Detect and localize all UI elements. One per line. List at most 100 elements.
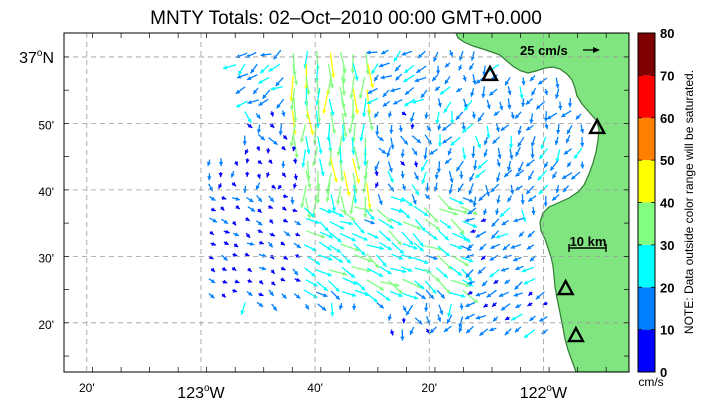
current-vector-arrowhead — [544, 124, 549, 130]
degree-symbol: o — [37, 48, 43, 59]
current-vector-arrowhead — [238, 70, 243, 75]
current-vector-arrowhead — [354, 109, 360, 115]
current-vector-arrowhead — [410, 124, 415, 129]
current-vector-arrowhead — [343, 133, 348, 138]
current-vector-arrowhead — [453, 211, 458, 216]
current-vector-arrowhead — [389, 224, 394, 229]
current-vectors — [207, 49, 585, 341]
current-vector-arrowhead — [330, 111, 335, 116]
current-vector-arrowhead — [462, 128, 467, 133]
current-vector-arrowhead — [460, 293, 466, 298]
current-vector-arrowhead — [542, 301, 548, 306]
current-vector-arrowhead — [283, 194, 288, 199]
current-vector-arrowhead — [459, 174, 464, 179]
current-vector-arrowhead — [509, 190, 515, 195]
current-vector-arrowhead — [369, 208, 374, 213]
current-vector-arrowhead — [327, 246, 332, 251]
current-vector-arrowhead — [385, 296, 391, 301]
current-vector-arrow-icon — [366, 182, 371, 209]
current-vector-arrowhead — [437, 125, 442, 131]
current-vector-arrowhead — [445, 159, 450, 164]
current-vector-arrowhead — [378, 272, 384, 277]
current-vector-arrow-icon — [293, 98, 297, 123]
colorbar-segment — [638, 117, 655, 161]
current-vector-arrowhead — [348, 128, 353, 134]
current-vector-arrowhead — [211, 241, 216, 246]
current-vector-arrowhead — [525, 100, 531, 105]
current-vector-arrowhead — [421, 179, 426, 184]
current-vector-arrowhead — [374, 234, 379, 239]
current-vector-arrowhead — [521, 81, 526, 86]
current-vector-arrowhead — [307, 214, 312, 219]
current-vector-arrow-icon — [306, 110, 314, 136]
current-vector-arrowhead — [434, 86, 440, 91]
current-vector-arrowhead — [218, 184, 223, 189]
current-vector-arrowhead — [379, 304, 384, 309]
current-vector-arrowhead — [278, 184, 283, 190]
current-vector-arrowhead — [473, 210, 478, 215]
colorbar-segment — [638, 75, 655, 118]
current-vector-arrowhead — [511, 316, 516, 321]
current-vector-arrowhead — [504, 172, 509, 177]
current-vector-arrowhead — [350, 69, 355, 74]
current-vector-arrowhead — [292, 184, 298, 189]
colorbar-ticks: 80 70 60 50 40 30 20 10 0 — [638, 26, 674, 380]
current-vector-arrowhead — [398, 127, 403, 132]
coordinate-label: 50' — [38, 118, 54, 132]
current-vector-arrowhead — [456, 166, 461, 172]
current-vector-arrowhead — [566, 138, 570, 143]
current-vector-arrowhead — [421, 166, 425, 172]
current-vector-arrowhead — [546, 115, 552, 120]
current-vector-arrowhead — [472, 223, 478, 228]
current-vector-arrowhead — [447, 312, 452, 317]
current-vector-arrowhead — [489, 327, 494, 332]
current-vector-arrowhead — [378, 200, 383, 205]
current-vector-arrowhead — [579, 129, 585, 134]
current-vector-arrowhead — [434, 175, 439, 180]
current-vector-arrowhead — [458, 187, 462, 192]
current-vector-arrowhead — [486, 104, 491, 109]
current-vector-arrowhead — [244, 149, 249, 155]
current-vector-arrowhead — [567, 129, 571, 135]
current-vector-arrowhead — [321, 306, 327, 311]
current-vector-arrowhead — [554, 140, 559, 145]
current-vector-arrowhead — [510, 244, 515, 249]
current-vector-arrowhead — [393, 100, 398, 105]
current-vector-arrowhead — [270, 281, 276, 286]
current-vector-arrowhead — [563, 187, 568, 193]
current-vector-arrowhead — [306, 149, 311, 154]
current-vector-arrowhead — [351, 237, 356, 242]
current-vector-arrowhead — [398, 208, 403, 213]
current-vector-arrowhead — [338, 305, 344, 310]
current-vector-arrowhead — [507, 166, 512, 172]
current-vector-arrowhead — [520, 200, 525, 205]
current-vector-arrowhead — [526, 189, 531, 195]
current-vector-arrowhead — [405, 90, 410, 95]
current-vector-arrowhead — [472, 202, 477, 207]
colorbar-tick-label: 60 — [660, 111, 674, 126]
current-vector-arrowhead — [489, 273, 494, 278]
current-vector-arrowhead — [395, 76, 400, 81]
scale-bar-label: 10 km — [570, 234, 607, 249]
current-vector-arrowhead — [539, 317, 544, 322]
current-vector-arrowhead — [444, 235, 449, 241]
current-vector-arrowhead — [258, 229, 263, 233]
current-vector-arrowhead — [260, 135, 265, 141]
current-vector-arrowhead — [421, 294, 426, 299]
current-vector-arrowhead — [447, 150, 452, 156]
current-vector-arrowhead — [529, 257, 535, 262]
current-vector-arrowhead — [555, 94, 560, 99]
current-vector-arrowhead — [433, 218, 438, 223]
colorbar-note: NOTE: Data outside color range will be s… — [682, 70, 696, 334]
current-vector-arrow-icon — [352, 88, 359, 115]
current-vector-arrowhead — [257, 221, 263, 226]
current-vector-arrowhead — [270, 86, 275, 91]
current-vector-arrowhead — [268, 67, 274, 72]
current-vector-arrowhead — [349, 94, 354, 99]
current-vector-arrowhead — [331, 207, 337, 212]
current-vector-arrow-icon — [322, 89, 329, 115]
current-vector-arrowhead — [523, 280, 529, 285]
current-vector-arrowhead — [387, 246, 392, 250]
current-vector-arrowhead — [492, 302, 497, 307]
